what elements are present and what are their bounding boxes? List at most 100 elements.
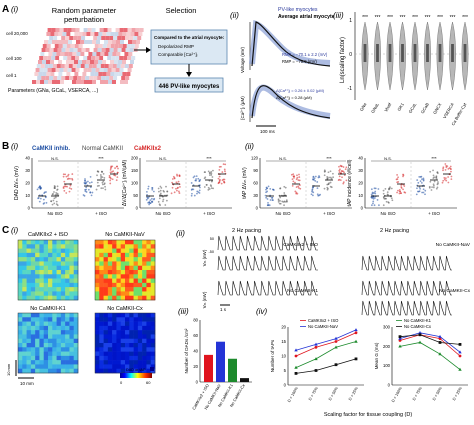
dv-dca-dot (175, 187, 177, 190)
map-pixel (30, 364, 36, 370)
map-pixel (103, 278, 109, 284)
param-cell (38, 60, 42, 64)
map-pixel (35, 334, 40, 340)
param-cell (88, 40, 92, 44)
map-pixel (48, 287, 53, 292)
map-pixel (39, 244, 45, 249)
map-pixel (48, 282, 53, 288)
legend-normal-camkii: Normal CaMKII (82, 146, 123, 152)
param-cell (88, 64, 93, 68)
map-pixel (137, 368, 143, 374)
dv-dca-dot (191, 192, 193, 195)
map-pixel (137, 321, 143, 327)
map-pixel (52, 325, 57, 331)
dv-dca-dot (162, 198, 165, 201)
tap-incidence-dot (442, 169, 444, 172)
violin-label-4: GCaL (408, 101, 418, 114)
param-cell (77, 48, 82, 52)
map-pixel (18, 265, 23, 271)
map-pixel (120, 347, 126, 352)
tap-dv-dot (271, 196, 274, 199)
tap-dv-dot (341, 176, 343, 179)
map-pixel (116, 261, 122, 267)
tap-incidence-dot (400, 184, 403, 186)
map-pixel (69, 240, 75, 245)
tap-dv-dot (295, 186, 298, 188)
map-pixel (56, 330, 62, 335)
param-cell (128, 64, 133, 68)
param-cell (48, 80, 52, 84)
map-pixel (95, 257, 100, 262)
dad-dv-dot (84, 188, 86, 191)
map-pixel (73, 364, 79, 370)
map-pixel (56, 368, 62, 374)
map-pixel (107, 270, 113, 275)
param-cell (126, 60, 130, 64)
line2-point-1-0 (398, 336, 402, 340)
map-pixel (107, 364, 113, 370)
tap-dv-dot (298, 179, 301, 182)
param-cell (36, 64, 41, 68)
tap-dv-dot (318, 175, 320, 177)
map-pixel (103, 287, 109, 292)
map-pixel (150, 287, 156, 292)
param-cell (69, 76, 74, 80)
map-pixel (107, 252, 113, 258)
tap-incidence-dot (396, 191, 398, 194)
map-pixel (22, 321, 27, 327)
map-pixel (48, 338, 53, 344)
map-pixel (26, 313, 32, 318)
map-pixel (48, 252, 53, 258)
map-pixel (99, 257, 104, 262)
dv-dca-sig-1: *** (206, 156, 212, 161)
dv-dca-dot (203, 177, 206, 180)
dad-dv-dot (68, 187, 71, 190)
param-cell (84, 52, 89, 56)
dad-dv-dot (117, 167, 119, 170)
param-cell (99, 68, 104, 72)
map-pixel (133, 244, 139, 249)
violin-box-8 (463, 44, 467, 62)
map-pixel (125, 265, 130, 271)
bar-3 (240, 378, 249, 382)
map-pixel (65, 368, 70, 374)
param-cell (71, 28, 76, 32)
average-ca-trace (251, 85, 331, 119)
dv-dca-dot (222, 163, 225, 166)
param-cell (134, 44, 139, 48)
map-pixel (107, 325, 113, 331)
map-pixel (26, 261, 32, 267)
tap-dv-dot (266, 198, 269, 200)
param-cell (135, 28, 140, 32)
map-pixel (95, 343, 100, 348)
dad-dv-dot (90, 181, 93, 184)
dad-dv-dot (40, 187, 43, 189)
dad-dv-ylabel: DAD ΔVₘ (mV) (14, 166, 20, 200)
map-pixel (142, 291, 147, 297)
param-cell (104, 64, 109, 68)
param-cell (59, 28, 64, 32)
colorbar-max: 60 (146, 380, 151, 385)
map-pixel (99, 330, 104, 335)
line1-ytick-3: 5 (284, 368, 287, 373)
param-cell (84, 80, 88, 84)
map-pixel (39, 313, 45, 318)
param-cell (94, 60, 98, 64)
map-pixel (125, 295, 130, 301)
map-pixel (52, 330, 57, 335)
tap-incidence-dot (444, 163, 447, 165)
map-pixel (133, 330, 139, 335)
map-title-no-k1: No CaMKII-K1 (30, 306, 65, 312)
map-pixel (137, 257, 143, 262)
compare-title: Compared to the atrial myocyte: (154, 35, 225, 40)
map-pixel (146, 360, 152, 365)
map-pixel (137, 270, 143, 275)
cell-label-1: cell 1 (6, 73, 17, 78)
map-pixel (18, 325, 23, 331)
map-pixel (69, 330, 75, 335)
param-cell (73, 48, 78, 52)
violin-stars-7: *** (450, 15, 456, 21)
map-pixel (26, 334, 32, 340)
map-pixel (112, 291, 117, 297)
param-cell (105, 36, 110, 40)
